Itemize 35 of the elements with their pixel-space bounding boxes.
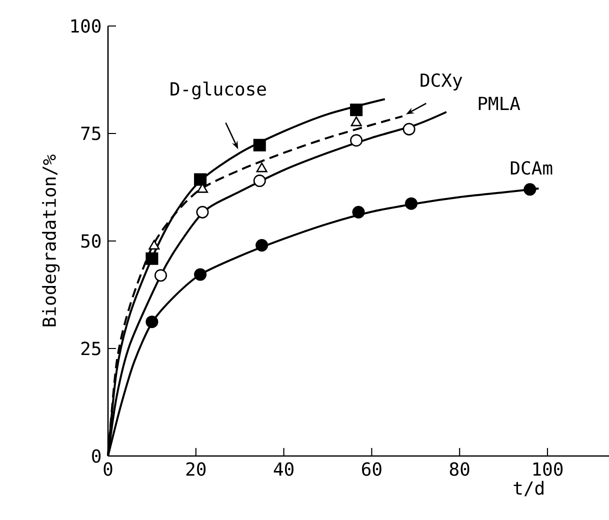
- x-tick-label: 60: [362, 462, 382, 476]
- point: [350, 104, 363, 116]
- point: [350, 116, 362, 126]
- y-tick-label: 25: [81, 342, 100, 356]
- annotation: D-glucose: [170, 82, 266, 100]
- point: [404, 197, 418, 210]
- point: [154, 269, 168, 282]
- x-tick-label: 20: [186, 462, 206, 476]
- point: [148, 240, 160, 250]
- point: [194, 173, 207, 186]
- point: [402, 122, 416, 136]
- point: [196, 206, 209, 218]
- point: [256, 162, 268, 172]
- y-tick-label: 50: [81, 234, 101, 248]
- x-tick-label: 0: [104, 462, 112, 476]
- y-tick-label: 75: [81, 126, 100, 140]
- point: [524, 183, 536, 196]
- x-axis-title: t/d: [514, 480, 544, 496]
- point: [352, 206, 365, 218]
- x-tick-label: 100: [533, 462, 563, 476]
- y-tick-label: 0: [92, 449, 101, 463]
- x-tick-label: 80: [450, 462, 470, 476]
- point: [256, 239, 268, 252]
- x-tick-label: 40: [274, 462, 294, 476]
- annotation: DCXy: [420, 73, 462, 90]
- annotation: PMLA: [478, 96, 520, 110]
- point: [146, 252, 158, 265]
- point: [350, 134, 363, 147]
- point: [194, 268, 207, 281]
- annotation: DCAm: [510, 161, 552, 175]
- point: [253, 138, 266, 152]
- point: [146, 316, 158, 328]
- y-axis-title: Biodegradation/%: [42, 154, 60, 326]
- y-tick-label: 100: [71, 19, 101, 33]
- point: [253, 174, 266, 188]
